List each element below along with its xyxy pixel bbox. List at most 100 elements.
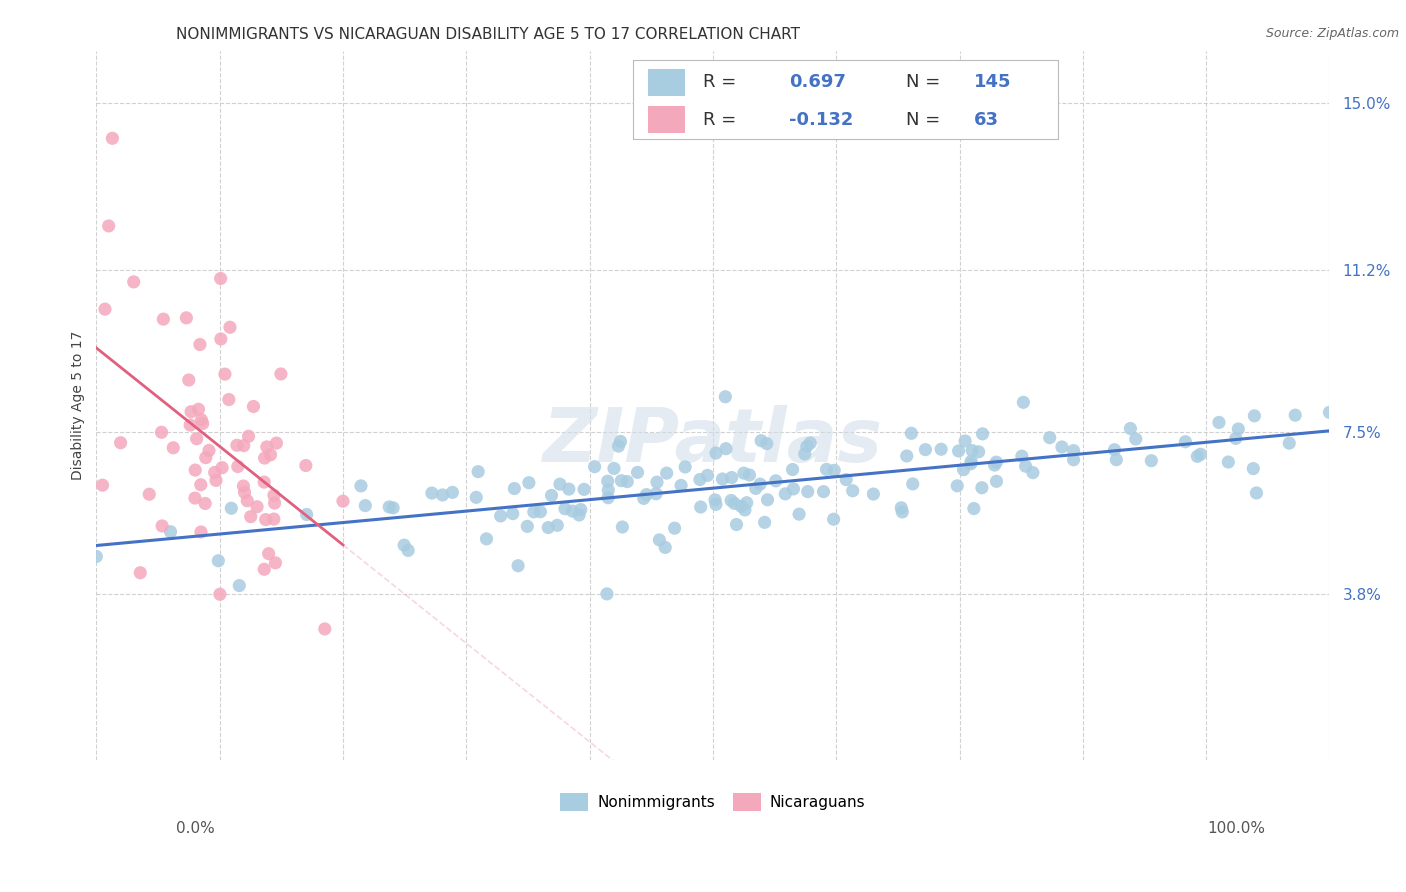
Point — [756, 492, 779, 507]
Point — [97, 219, 120, 233]
Point — [441, 485, 464, 500]
Point — [1243, 409, 1265, 423]
Point — [1174, 434, 1197, 449]
Point — [506, 558, 529, 573]
Point — [963, 501, 986, 516]
Point — [1227, 422, 1250, 436]
Point — [208, 587, 231, 601]
Point — [1104, 442, 1126, 457]
Point — [673, 459, 696, 474]
Point — [960, 443, 983, 458]
Point — [626, 466, 648, 480]
Point — [209, 332, 232, 346]
Point — [190, 413, 212, 427]
Point — [609, 434, 631, 449]
Point — [655, 466, 678, 480]
Point — [263, 488, 285, 502]
Point — [1284, 408, 1306, 422]
Point — [295, 508, 318, 522]
Point — [270, 367, 292, 381]
Point — [596, 474, 619, 488]
Point — [256, 440, 278, 454]
Point — [187, 402, 209, 417]
Point — [475, 532, 498, 546]
Point — [720, 470, 742, 484]
Point — [890, 500, 912, 515]
Point — [1119, 421, 1142, 435]
Point — [264, 556, 287, 570]
Point — [263, 512, 285, 526]
Point — [645, 475, 668, 490]
Point — [793, 447, 815, 461]
Legend: Nonimmigrants, Nicaraguans: Nonimmigrants, Nicaraguans — [554, 787, 872, 816]
Point — [796, 484, 818, 499]
Point — [540, 488, 562, 502]
Point — [253, 451, 276, 466]
Point — [209, 271, 232, 285]
Point — [186, 432, 208, 446]
Point — [765, 474, 787, 488]
Point — [110, 435, 132, 450]
Point — [612, 520, 634, 534]
Point — [596, 491, 619, 505]
Point — [960, 457, 983, 471]
Point — [948, 444, 970, 458]
Point — [749, 477, 772, 491]
Point — [226, 459, 249, 474]
Point — [689, 500, 711, 514]
Point — [194, 450, 217, 465]
Point — [253, 562, 276, 576]
Text: N =: N = — [907, 73, 941, 91]
Point — [1012, 395, 1035, 409]
Point — [901, 476, 924, 491]
Point — [970, 481, 993, 495]
Point — [704, 497, 727, 511]
Point — [569, 502, 592, 516]
Point — [946, 479, 969, 493]
Text: 145: 145 — [974, 73, 1012, 91]
Point — [775, 487, 797, 501]
Point — [198, 443, 221, 458]
Point — [1208, 416, 1230, 430]
Point — [1039, 431, 1062, 445]
Point — [986, 475, 1008, 489]
Text: 0.0%: 0.0% — [176, 821, 215, 836]
Text: 100.0%: 100.0% — [1208, 821, 1265, 836]
Point — [598, 483, 620, 497]
Point — [572, 483, 595, 497]
Point — [1241, 461, 1264, 475]
Point — [645, 487, 668, 501]
Point — [207, 554, 229, 568]
Point — [503, 482, 526, 496]
Point — [314, 622, 336, 636]
Point — [714, 390, 737, 404]
FancyBboxPatch shape — [648, 69, 685, 95]
Point — [823, 512, 845, 526]
FancyBboxPatch shape — [648, 106, 685, 133]
Point — [841, 483, 863, 498]
Point — [1125, 432, 1147, 446]
Point — [813, 484, 835, 499]
Point — [86, 549, 108, 564]
Point — [952, 463, 974, 477]
Point — [180, 405, 202, 419]
Point — [176, 310, 198, 325]
Point — [953, 434, 976, 448]
Point — [259, 448, 281, 462]
Point — [548, 477, 571, 491]
Point — [896, 449, 918, 463]
Point — [787, 507, 810, 521]
Point — [159, 524, 181, 539]
Point — [689, 473, 711, 487]
Point — [150, 519, 173, 533]
Point — [218, 392, 240, 407]
Point — [263, 496, 285, 510]
Point — [900, 426, 922, 441]
Text: R =: R = — [703, 73, 737, 91]
Point — [179, 417, 201, 432]
Point — [711, 472, 734, 486]
Point — [1105, 452, 1128, 467]
Point — [242, 400, 264, 414]
Point — [704, 446, 727, 460]
Point — [734, 503, 756, 517]
